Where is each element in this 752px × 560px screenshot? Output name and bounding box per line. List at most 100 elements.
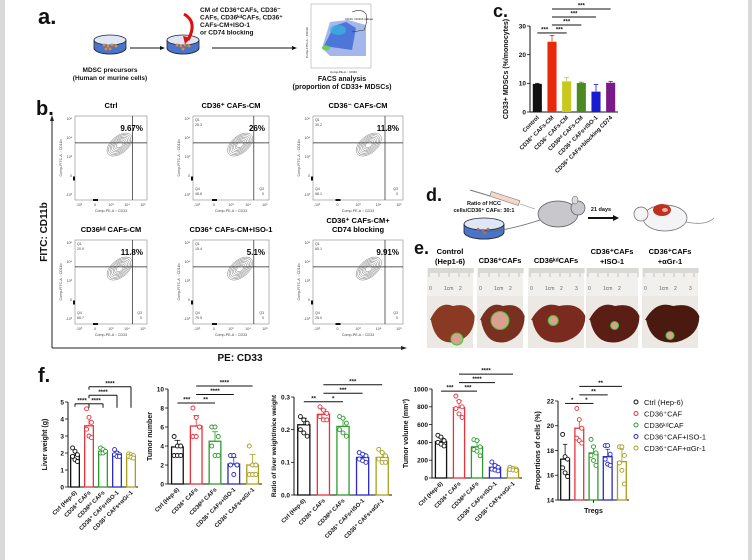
data-point <box>324 410 330 416</box>
x-tick-label: 10⁴ <box>124 327 130 331</box>
x-tick-label: -10³ <box>314 327 321 331</box>
y-tick-label: 4 <box>60 416 64 423</box>
y-tick-label: 0.2 <box>281 427 290 434</box>
y-tick-label: 3 <box>60 433 64 440</box>
y-axis-label: Tumor volume (mm³) <box>403 399 410 468</box>
data-point <box>215 453 221 458</box>
data-point <box>178 453 184 458</box>
y-tick-label: 20 <box>547 423 555 430</box>
contour-plot <box>355 132 382 157</box>
data-point <box>560 465 566 471</box>
x-tick-label: 10⁴ <box>245 327 251 331</box>
legend-entry: CD36ᵏᵈCAF <box>644 421 684 430</box>
q4-value: 66.7 <box>77 316 84 320</box>
q4-label: Q4 <box>315 311 320 315</box>
data-point <box>607 451 613 457</box>
axis-event-marker <box>335 199 341 201</box>
plot-xlabel: Comp-PE-A :: CD33 <box>342 333 374 337</box>
bar <box>560 458 571 501</box>
group-label: (Hep1-6) <box>435 257 466 266</box>
y-tick-label: 10⁵ <box>67 241 73 245</box>
plot-frame <box>312 239 404 325</box>
group-label: CD36ᵏᵈCAFs <box>534 256 578 265</box>
plot-xlabel: Comp-PE-A :: CD33 <box>215 209 247 213</box>
bar <box>606 82 616 112</box>
x-tick-label: 10⁵ <box>396 327 402 331</box>
y-tick-label: 200 <box>417 458 428 465</box>
y-tick-label: 400 <box>417 440 428 447</box>
data-point <box>363 459 369 465</box>
significance-label: **** <box>98 390 108 396</box>
group-label: +ISO-1 <box>600 257 624 266</box>
y-axis-label: Tumor number <box>147 412 154 461</box>
legend-entry: CD36⁺CAF+αGr-1 <box>644 444 706 453</box>
flow-plot-title: CD36⁺ CAFs-CM <box>202 101 261 110</box>
y-axis-title: FITC: CD11b <box>39 202 50 261</box>
data-point <box>340 430 346 436</box>
ruler-icon: 0 1cm 2 3 <box>642 268 699 296</box>
flow-plot-title: CD36⁺ CAFs-CM+ <box>326 216 390 225</box>
y-tick-label: 10⁵ <box>185 241 191 245</box>
data-point <box>459 415 465 420</box>
q1-value: 30.2 <box>315 123 322 127</box>
q1-value: 15.4 <box>195 247 202 251</box>
y-tick-label: 0 <box>308 174 310 178</box>
data-point <box>190 405 196 411</box>
x-tick-label: 10³ <box>355 203 361 207</box>
flow-plot: CD36ᵏᵈ CAFs-CM11.8%Q120.9Q466.7Q30-10³-1… <box>59 225 148 337</box>
significance-label: **** <box>77 398 87 404</box>
data-point <box>231 472 237 477</box>
data-point <box>495 468 501 474</box>
precursor-label: (Human or murine cells) <box>73 75 147 82</box>
data-point <box>74 459 80 464</box>
arrowhead-icon <box>160 46 165 50</box>
ruler-label: 2 <box>618 286 621 292</box>
liver-photo-group: CD36⁺CAFs 0 1cm 2 <box>477 256 525 348</box>
y-tick-label: 0 <box>70 298 72 302</box>
bar <box>532 83 542 112</box>
significance-label: *** <box>541 27 549 33</box>
y-tick-label: 10⁵ <box>67 117 73 121</box>
data-point <box>588 453 594 458</box>
q1-label: Q1 <box>315 242 320 246</box>
y-tick-label: 10⁴ <box>184 136 190 140</box>
flow-plot-title: CD36ᵏᵈ CAFs-CM <box>81 225 142 234</box>
data-point <box>212 424 218 430</box>
legend-marker <box>633 445 639 451</box>
significance-label: ** <box>311 396 316 402</box>
y-tick-label: 10⁴ <box>66 136 72 140</box>
y-tick-label: -10³ <box>184 193 191 197</box>
q4-label: Q4 <box>195 187 200 191</box>
y-tick-label: -10³ <box>66 317 73 321</box>
facs-label: FACS analysis <box>318 76 366 83</box>
y-tick-label: 5 <box>60 399 64 406</box>
data-point <box>438 434 444 440</box>
panel-a-schematic: CM of CD36⁺CAFs, CD36⁻CAFs, CD36ᵏᵈCAFs, … <box>73 3 392 91</box>
axis-event-marker <box>93 199 98 201</box>
y-tick-label: 10³ <box>305 155 311 159</box>
data-point <box>565 474 571 479</box>
data-point <box>605 443 611 448</box>
y-axis-label: CD33+ MDSCs (%/monocytes) <box>503 19 510 119</box>
y-tick-label: 6 <box>160 424 164 431</box>
plot-frame <box>192 239 270 325</box>
plot-frame <box>74 239 148 325</box>
x-tick-label: 10⁴ <box>376 203 382 207</box>
y-tick-label: -10³ <box>184 317 191 321</box>
facs-label: (proportion of CD33+ MDSCs) <box>293 84 392 91</box>
significance-label: *** <box>446 386 454 392</box>
data-point <box>88 419 94 425</box>
q4-value: 58.1 <box>315 192 322 196</box>
data-point <box>337 427 343 433</box>
data-point <box>565 456 571 462</box>
panel-b-flow-cytometry: FITC: CD11b PE: CD33 Ctrl 9.67% -10³ -10³ 0 0… <box>39 101 407 364</box>
significance-label: **** <box>481 369 491 375</box>
q3-value: 0 <box>140 316 142 320</box>
facs-ylabel: Comp-FITC-A :: CD11b <box>305 27 309 58</box>
data-point <box>74 452 80 458</box>
data-point <box>324 417 330 423</box>
q1-value: 20.9 <box>77 247 84 251</box>
data-point <box>102 448 108 454</box>
data-point <box>171 434 177 439</box>
